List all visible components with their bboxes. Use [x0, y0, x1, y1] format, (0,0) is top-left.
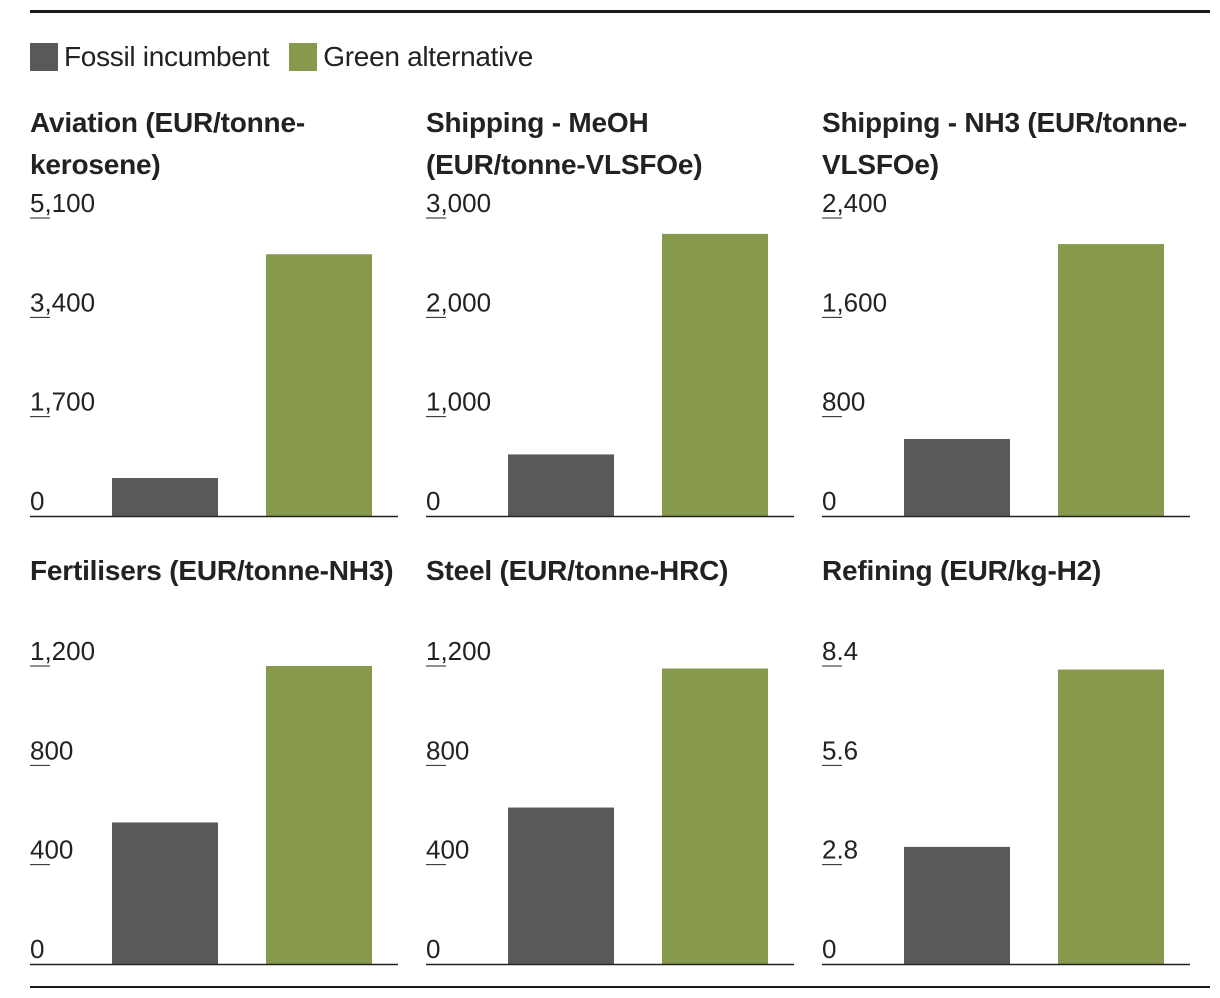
chart-panel-fertilisers: Fertilisers (EUR/tonne-NH3) 0 400 800 1,200: [30, 550, 402, 998]
bar-fossil-incumbent: [508, 454, 614, 516]
y-tick-label: 2,000: [426, 287, 491, 317]
chart-title: Refining (EUR/kg-H2): [822, 555, 1102, 586]
bar-green-alternative: [1058, 244, 1164, 516]
y-tick-label: 0: [822, 934, 836, 964]
chart-plot: 0 800 1,600 2,400: [822, 188, 1190, 518]
bar-green-alternative: [662, 233, 768, 517]
y-tick-label: 800: [822, 387, 865, 417]
top-rule: [30, 10, 1210, 13]
bar-green-alternative: [662, 668, 768, 964]
chart-title: Shipping - MeOH (EUR/tonne-VLSFOe): [426, 107, 703, 180]
chart-plot: 0 2.8 5.6 8.4: [822, 636, 1190, 966]
chart-panel-steel: Steel (EUR/tonne-HRC) 0 400 800 1,200: [426, 550, 798, 998]
chart-title: Aviation (EUR/tonne-kerosene): [30, 107, 305, 180]
y-tick-label: 1,000: [426, 387, 491, 417]
y-tick-label: 800: [426, 735, 469, 765]
chart-panel-refining: Refining (EUR/kg-H2) 0 2.8 5.6 8.4: [822, 550, 1194, 998]
bottom-rule: [30, 986, 1210, 988]
y-tick-label: 1,200: [30, 636, 95, 666]
y-tick-label: 2.8: [822, 835, 858, 865]
y-tick-label: 8.4: [822, 636, 858, 666]
chart-plot: 0 400 800 1,200: [426, 636, 794, 966]
chart-title: Shipping - NH3 (EUR/tonne-VLSFOe): [822, 107, 1187, 180]
legend-swatch-green: [289, 43, 318, 71]
chart-title: Fertilisers (EUR/tonne-NH3): [30, 555, 394, 586]
chart-panel-shipping-meoh: Shipping - MeOH (EUR/tonne-VLSFOe) 0 1,00…: [426, 102, 798, 550]
legend: Fossil incumbent Green alternative: [30, 40, 553, 74]
chart-plot: 0 400 800 1,200: [30, 636, 398, 966]
y-tick-label: 0: [30, 934, 44, 964]
y-tick-label: 0: [426, 486, 440, 516]
y-tick-label: 800: [30, 735, 73, 765]
y-tick-label: 0: [822, 486, 836, 516]
bar-fossil-incumbent: [508, 807, 614, 964]
y-tick-label: 400: [30, 835, 73, 865]
bar-fossil-incumbent: [904, 439, 1010, 516]
y-tick-label: 3,000: [426, 188, 491, 218]
y-tick-label: 2,400: [822, 188, 887, 218]
chart-panel-shipping-nh3: Shipping - NH3 (EUR/tonne-VLSFOe) 0 800 1,…: [822, 102, 1194, 550]
legend-label-fossil: Fossil incumbent: [64, 41, 270, 72]
y-tick-label: 1,600: [822, 287, 887, 317]
legend-item-fossil: Fossil incumbent: [30, 41, 270, 73]
y-tick-label: 5.6: [822, 735, 858, 765]
legend-swatch-fossil: [30, 43, 58, 71]
bar-green-alternative: [1058, 669, 1164, 964]
chart-plot: 0 1,700 3,400 5,100: [30, 188, 398, 518]
y-tick-label: 400: [426, 835, 469, 865]
bar-fossil-incumbent: [112, 822, 218, 964]
y-tick-label: 1,700: [30, 387, 95, 417]
chart-panel-aviation: Aviation (EUR/tonne-kerosene) 0 1,700 3,40…: [30, 102, 402, 550]
y-tick-label: 5,100: [30, 188, 95, 218]
chart-plot: 0 1,000 2,000 3,000: [426, 188, 794, 518]
y-tick-label: 3,400: [30, 287, 95, 317]
y-tick-label: 0: [30, 486, 44, 516]
legend-label-green: Green alternative: [323, 41, 533, 72]
y-tick-label: 0: [426, 934, 440, 964]
bar-green-alternative: [266, 254, 372, 516]
bar-fossil-incumbent: [904, 846, 1010, 964]
bar-fossil-incumbent: [112, 478, 218, 516]
bar-green-alternative: [266, 666, 372, 964]
legend-item-green: Green alternative: [289, 41, 533, 73]
y-tick-label: 1,200: [426, 636, 491, 666]
chart-title: Steel (EUR/tonne-HRC): [426, 555, 729, 586]
